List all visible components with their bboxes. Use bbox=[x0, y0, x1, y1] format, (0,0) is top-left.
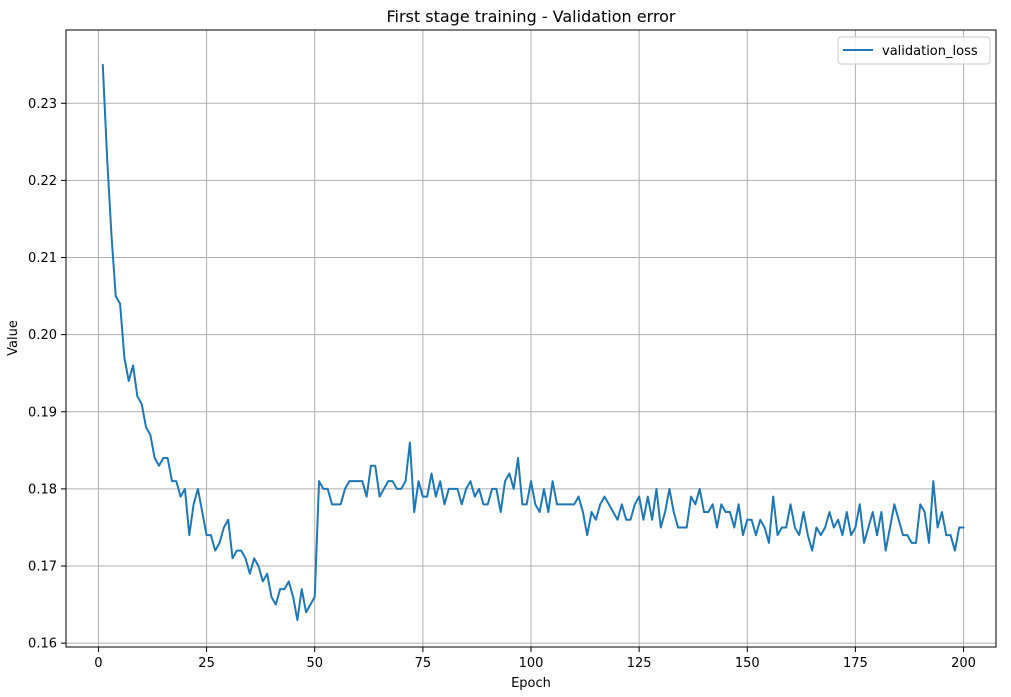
y-tick-label: 0.16 bbox=[28, 637, 57, 652]
y-tick-label: 0.22 bbox=[28, 174, 57, 189]
legend-box bbox=[837, 36, 991, 65]
y-tick-label: 0.20 bbox=[28, 328, 57, 343]
x-tick-label: 75 bbox=[415, 656, 432, 671]
y-axis-label: Value bbox=[6, 320, 21, 356]
x-tick-label: 150 bbox=[735, 656, 760, 671]
x-tick-label: 125 bbox=[627, 656, 652, 671]
x-tick-label: 0 bbox=[94, 656, 102, 671]
legend: validation_loss bbox=[837, 36, 991, 65]
y-tick-label: 0.18 bbox=[28, 482, 57, 497]
x-axis-ticks: 0 25 50 75 100 125 150 175 200 bbox=[94, 647, 976, 671]
y-tick-label: 0.17 bbox=[28, 560, 57, 575]
x-tick-label: 175 bbox=[843, 656, 868, 671]
x-tick-label: 50 bbox=[306, 656, 323, 671]
y-axis-ticks: 0.16 0.17 0.18 0.19 0.20 0.21 0.22 0.23 bbox=[28, 97, 66, 652]
y-tick-label: 0.19 bbox=[28, 405, 57, 420]
grid-lines bbox=[66, 30, 996, 647]
y-tick-label: 0.21 bbox=[28, 251, 57, 266]
x-tick-label: 200 bbox=[951, 656, 976, 671]
legend-label-validation-loss: validation_loss bbox=[882, 44, 978, 59]
chart-title: First stage training - Validation error bbox=[386, 7, 675, 26]
series-layer bbox=[101, 63, 965, 622]
y-tick-label: 0.23 bbox=[28, 97, 57, 112]
x-tick-label: 100 bbox=[519, 656, 544, 671]
series-line-validation-loss bbox=[101, 63, 965, 622]
x-axis-label: Epoch bbox=[511, 676, 551, 691]
x-tick-label: 25 bbox=[198, 656, 215, 671]
